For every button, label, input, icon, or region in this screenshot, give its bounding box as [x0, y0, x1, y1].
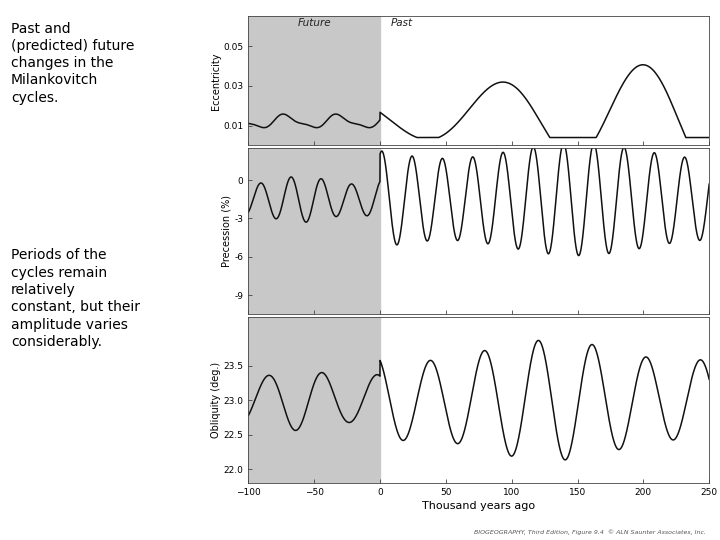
Text: Periods of the
cycles remain
relatively
constant, but their
amplitude varies
con: Periods of the cycles remain relatively …: [11, 248, 140, 349]
Bar: [248, 16, 380, 145]
X-axis label: Thousand years ago: Thousand years ago: [422, 501, 536, 511]
Text: Future: Future: [297, 18, 331, 28]
Y-axis label: Eccentricity: Eccentricity: [211, 52, 220, 110]
Bar: [248, 317, 380, 483]
Text: BIOGEOGRAPHY, Third Edition, Figure 9.4  © ALN Saunter Associates, Inc.: BIOGEOGRAPHY, Third Edition, Figure 9.4 …: [474, 529, 706, 535]
Text: Past: Past: [390, 18, 413, 28]
Y-axis label: Obliquity (deg.): Obliquity (deg.): [211, 362, 221, 438]
Y-axis label: Precession (%): Precession (%): [222, 195, 232, 267]
Bar: [248, 148, 380, 314]
Text: Past and
(predicted) future
changes in the
Milankovitch
cycles.: Past and (predicted) future changes in t…: [11, 22, 134, 105]
